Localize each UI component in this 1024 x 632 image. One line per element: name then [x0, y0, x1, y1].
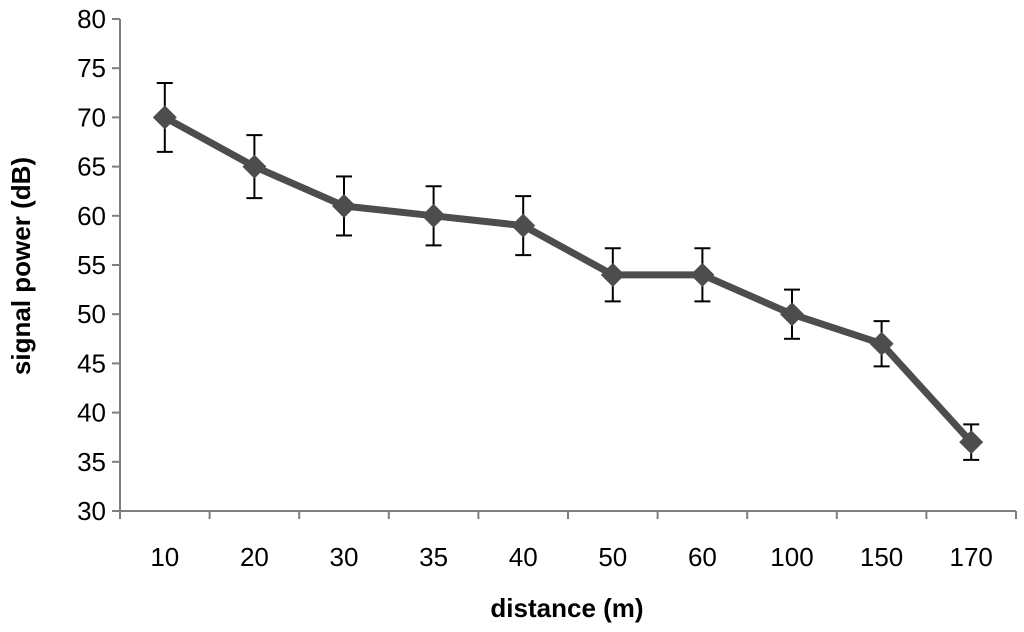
y-tick-label: 30	[77, 496, 106, 526]
x-tick-label: 30	[330, 542, 359, 572]
y-tick-label: 35	[77, 447, 106, 477]
x-tick-label: 35	[419, 542, 448, 572]
x-tick-label: 170	[950, 542, 993, 572]
x-tick-label: 50	[598, 542, 627, 572]
data-point-marker	[511, 213, 536, 238]
y-tick-label: 60	[77, 201, 106, 231]
x-tick-label: 60	[688, 542, 717, 572]
y-axis-title: signal power (dB)	[6, 157, 36, 375]
y-tick-label: 75	[77, 53, 106, 83]
x-axis-title: distance (m)	[490, 593, 643, 623]
series-lines	[161, 113, 975, 446]
y-tick-label: 55	[77, 250, 106, 280]
data-point-marker	[152, 105, 177, 130]
data-point-marker	[959, 430, 984, 455]
y-tick-label: 80	[77, 4, 106, 34]
data-point-marker	[780, 302, 804, 327]
x-tick-label: 20	[240, 542, 269, 572]
data-point-marker	[421, 203, 446, 228]
x-tick-label: 100	[770, 542, 813, 572]
data-point-marker	[600, 262, 625, 287]
data-point-marker	[869, 331, 894, 356]
x-tick-label: 40	[509, 542, 538, 572]
data-point-marker	[690, 262, 715, 287]
x-tick-label: 150	[860, 542, 903, 572]
data-point-marker	[332, 193, 356, 218]
x-tick-labels: 10 20 30 35 40 50 60 100 150 170	[150, 542, 993, 572]
axes	[112, 18, 1017, 519]
y-tick-labels: 30 35 40 45 50 55 60 65 70 75 80	[77, 4, 106, 526]
y-tick-label: 70	[77, 102, 106, 132]
y-tick-label: 45	[77, 348, 106, 378]
y-tick-label: 50	[77, 299, 106, 329]
data-point-markers	[152, 105, 984, 455]
y-tick-label: 65	[77, 152, 106, 182]
x-tick-label: 10	[150, 542, 179, 572]
y-tick-label: 40	[77, 398, 106, 428]
series-line	[161, 113, 975, 446]
data-point-marker	[242, 154, 267, 179]
error-bars	[156, 81, 980, 461]
